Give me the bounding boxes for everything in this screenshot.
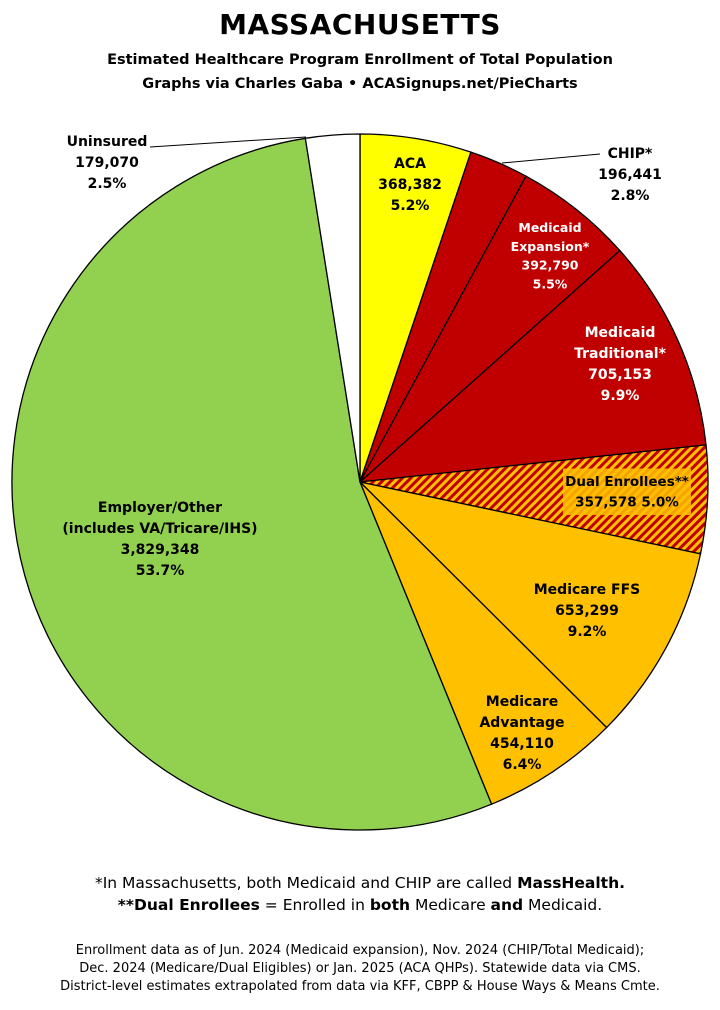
label-employer-other: Employer/Other (includes VA/Tricare/IHS) 3… [62, 500, 257, 579]
slice-labels: ACA 368,382 5.2% CHIP* 196,441 2.8%Medicaid Ex… [62, 134, 691, 773]
slice-uninsured [304, 133, 361, 483]
label-background-dual-enrollees [563, 468, 691, 515]
source-note-line2: Dec. 2024 (Medicare/Dual Eligibles) or J… [79, 961, 641, 976]
footnote-masshealth: *In Massachusetts, both Medicaid and CHI… [94, 874, 626, 892]
slice-medicaid-traditional [358, 249, 707, 483]
leader-line-chip [501, 153, 601, 164]
source-note-line3: District-level estimates extrapolated fr… [60, 979, 660, 994]
leader-lines [149, 136, 601, 164]
slice-employer-other [11, 137, 493, 831]
pie-slices [11, 133, 709, 831]
slice-medicare-ffs [357, 480, 702, 729]
chart-title: MASSACHUSETTS [219, 8, 501, 41]
chart-credit: Graphs via Charles Gaba • ACASignups.net… [142, 76, 578, 92]
chart-subtitle: Estimated Healthcare Program Enrollment … [107, 52, 613, 68]
footnote-dual-enrollees: **Dual Enrollees = Enrolled in both Medi… [117, 896, 603, 914]
label-medicare-advantage: Medicare Advantage 454,110 6.4% [479, 694, 564, 773]
label-medicare-ffs: Medicare FFS 653,299 9.2% [534, 582, 640, 640]
label-chip: CHIP* 196,441 2.8% [598, 146, 662, 204]
label-dual-enrollees: Dual Enrollees** 357,578 5.0% [565, 474, 689, 510]
pie-chart: ACA 368,382 5.2% CHIP* 196,441 2.8%Medicaid Ex… [11, 133, 709, 831]
label-medicaid-traditional: Medicaid Traditional* 705,153 9.9% [574, 325, 667, 404]
label-aca: ACA 368,382 5.2% [378, 156, 442, 214]
label-medicaid-expansion: Medicaid Expansion* 392,790 5.5% [511, 220, 590, 291]
source-note-line1: Enrollment data as of Jun. 2024 (Medicai… [75, 943, 645, 958]
leader-line-uninsured [149, 136, 307, 148]
slice-medicare-advantage [359, 481, 608, 806]
label-uninsured: Uninsured 179,070 2.5% [67, 134, 148, 192]
